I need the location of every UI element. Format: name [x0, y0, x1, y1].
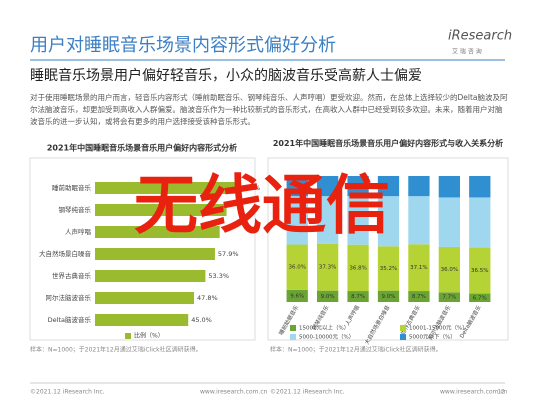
subtitle: 睡眠音乐场景用户偏好轻音乐，小众的脑波音乐受高薪人士偏爱 [30, 67, 422, 84]
legend-label: 15001元以上（%） [299, 324, 349, 332]
source: 样本：N=1000；于2021年12月通过艾瑞iClick社区调研获得。 [270, 346, 442, 354]
value-label: 8.7% [412, 294, 426, 300]
bar-segment [469, 197, 491, 248]
bar-segment [316, 196, 339, 244]
legend-swatch [125, 333, 131, 339]
panel-left [29, 157, 256, 341]
bar-segment [286, 244, 308, 290]
bar-segment [408, 176, 430, 197]
bar-segment [408, 244, 430, 292]
value-label: 57.9% [218, 250, 239, 258]
bar-segment [377, 176, 400, 197]
bar-segment [316, 243, 339, 291]
bar-segment [438, 292, 461, 302]
bar [95, 314, 189, 326]
bar [95, 226, 220, 238]
value-label: 37.1% [410, 265, 427, 271]
logo: iResearch [448, 29, 512, 44]
legend-swatch [290, 334, 296, 340]
legend-label: 10001-15000元（%） [409, 325, 468, 332]
panel-right [267, 157, 509, 341]
bar-segment [316, 176, 339, 197]
value-label: 8.7% [351, 294, 365, 300]
category-label: Delta脑波音乐 [48, 315, 92, 324]
value-label: 36.8% [349, 265, 366, 271]
value-label: 9.0% [382, 294, 396, 300]
chart-title: 2021年中国睡眠音乐场景音乐用户偏好内容形式与收入关系分析 [272, 139, 504, 148]
legend-swatch [400, 325, 406, 331]
category-label: 阿尔法脑波音乐 [46, 293, 92, 302]
logo-sub: 艾 瑞 咨 询 [452, 48, 482, 56]
bar-segment [469, 176, 491, 198]
legend-label: 5000-10000元（%） [299, 334, 354, 341]
category-label: 睡前助眠音乐 [52, 183, 92, 192]
category-label: 世界古典音乐 [52, 271, 92, 280]
value-label: 35.2% [380, 266, 397, 272]
legend-label: 比例（%） [134, 332, 164, 340]
legend-swatch [400, 334, 406, 340]
bar-segment [408, 291, 430, 302]
paragraph: 对于使用睡眠场景的用户而言，轻音乐内容形式（睡前助眠音乐、钢琴纯音乐、人声哼唱）… [30, 93, 508, 126]
category-label: 人声哼唱 [65, 227, 91, 236]
bar [95, 248, 215, 260]
value-label: 37.3% [319, 265, 336, 271]
title: 用户对睡眠音乐场景内容形式偏好分析 [30, 35, 336, 56]
bar-segment [377, 196, 400, 247]
value-label: 9.6% [290, 293, 304, 299]
bar-segment [408, 196, 430, 245]
value-label: 68.3% [239, 184, 260, 192]
chart-title-box: 2021年中国睡眠音乐场景音乐用户偏好内容形式与收入关系分析 [272, 139, 504, 148]
bar [95, 270, 206, 282]
legend-swatch [290, 325, 296, 331]
category-label: 大自然场景白噪音 [39, 249, 92, 258]
bar-segment [438, 176, 461, 198]
chart-title: 2021年中国睡眠音乐场景音乐用户偏好内容形式分析 [47, 143, 237, 153]
value-label: 53.3% [208, 272, 229, 280]
category-label: 钢琴纯音乐 [59, 205, 92, 214]
bar [95, 182, 237, 194]
bar-segment [347, 244, 369, 292]
bar-segment [438, 197, 461, 247]
value-label: 9.0% [321, 294, 335, 300]
value-label: 45.0% [191, 316, 212, 324]
value-label: 36.0% [288, 265, 305, 271]
bar-segment [316, 290, 339, 302]
value-label: 36.5% [471, 268, 488, 274]
watermark: 无线通信 [134, 170, 390, 244]
source: 样本：N=1000；于2021年12月通过艾瑞iClick社区调研获得。 [30, 346, 202, 354]
bar [95, 204, 227, 216]
value-label: 7.7% [442, 295, 456, 301]
copyright: ©2021.12 iResearch Inc. [30, 389, 105, 396]
bar-segment [286, 176, 308, 197]
value-label: 36.0% [441, 267, 458, 273]
bar [95, 292, 195, 304]
bar-segment [469, 247, 491, 294]
value-label: 6.7% [473, 295, 487, 301]
page-number: 12 [497, 389, 505, 396]
bar-segment [438, 246, 461, 293]
bar-segment [377, 246, 400, 291]
bar-segment [286, 196, 308, 245]
bar-segment [347, 196, 369, 245]
legend-label: 5000元以下（%） [409, 334, 456, 341]
bar-segment [377, 290, 400, 302]
site: www.iresearch.com.cn [440, 389, 508, 396]
site: www.iresearch.com.cn [200, 389, 268, 396]
bar-segment [347, 176, 369, 197]
paragraph-box: 对于使用睡眠场景的用户而言，轻音乐内容形式（睡前助眠音乐、钢琴纯音乐、人声哼唱）… [30, 93, 508, 126]
bar-segment [469, 293, 491, 302]
bar-segment [286, 289, 308, 302]
bar-segment [347, 291, 369, 302]
copyright: ©2021.12 iResearch Inc. [270, 389, 345, 396]
value-label: 47.8% [197, 294, 218, 302]
